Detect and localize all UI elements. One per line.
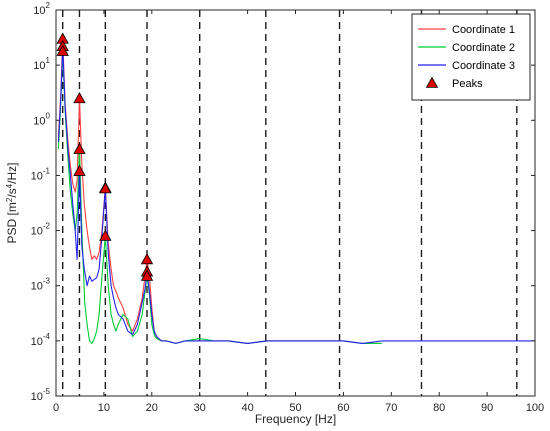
legend-label: Coordinate 3 [452,60,515,72]
axis-ticks: 0 10 20 30 40 50 60 70 80 90 100 10-5 10-4 10-3 10-2 10… [31,1,545,414]
y-axis-label: PSD [m2/s4/Hz] [5,163,20,244]
peak-markers [56,32,154,281]
x-axis-label: Frequency [Hz] [255,412,336,426]
legend-label: Coordinate 1 [452,24,515,36]
peak-marker [99,229,112,241]
x-tick-label: 80 [433,402,445,414]
legend-swatch [425,76,439,88]
x-tick-label: 20 [146,402,158,414]
y-tick-label: 10-4 [31,332,51,348]
peak-marker [56,44,69,56]
peak-marker [73,142,86,154]
peak-marker [73,92,86,104]
peak-marker [140,269,154,281]
y-tick-label: 10-2 [31,222,51,238]
y-tick-label: 10-5 [31,387,51,403]
legend: Coordinate 1 Coordinate 2 Coordinate 3 Peak… [411,13,531,101]
peak-marker [140,253,154,265]
legend-label: Peaks [452,78,483,90]
x-tick-label: 30 [194,402,206,414]
x-tick-label: 70 [385,402,397,414]
y-tick-label: 100 [33,111,50,127]
x-tick-label: 40 [241,402,253,414]
y-tick-label: 102 [33,1,50,17]
x-tick-label: 90 [481,402,493,414]
x-tick-label: 0 [53,402,59,414]
peak-marker [99,182,112,194]
legend-label: Coordinate 2 [452,42,515,54]
series-line [57,45,535,344]
x-tick-label: 10 [98,402,110,414]
x-tick-label: 100 [526,402,544,414]
y-tick-label: 10-1 [31,166,51,182]
y-tick-label: 101 [33,56,50,72]
peak-marker [73,164,86,176]
x-tick-label: 50 [289,402,301,414]
x-tick-label: 60 [337,402,349,414]
y-tick-label: 10-3 [31,277,51,293]
